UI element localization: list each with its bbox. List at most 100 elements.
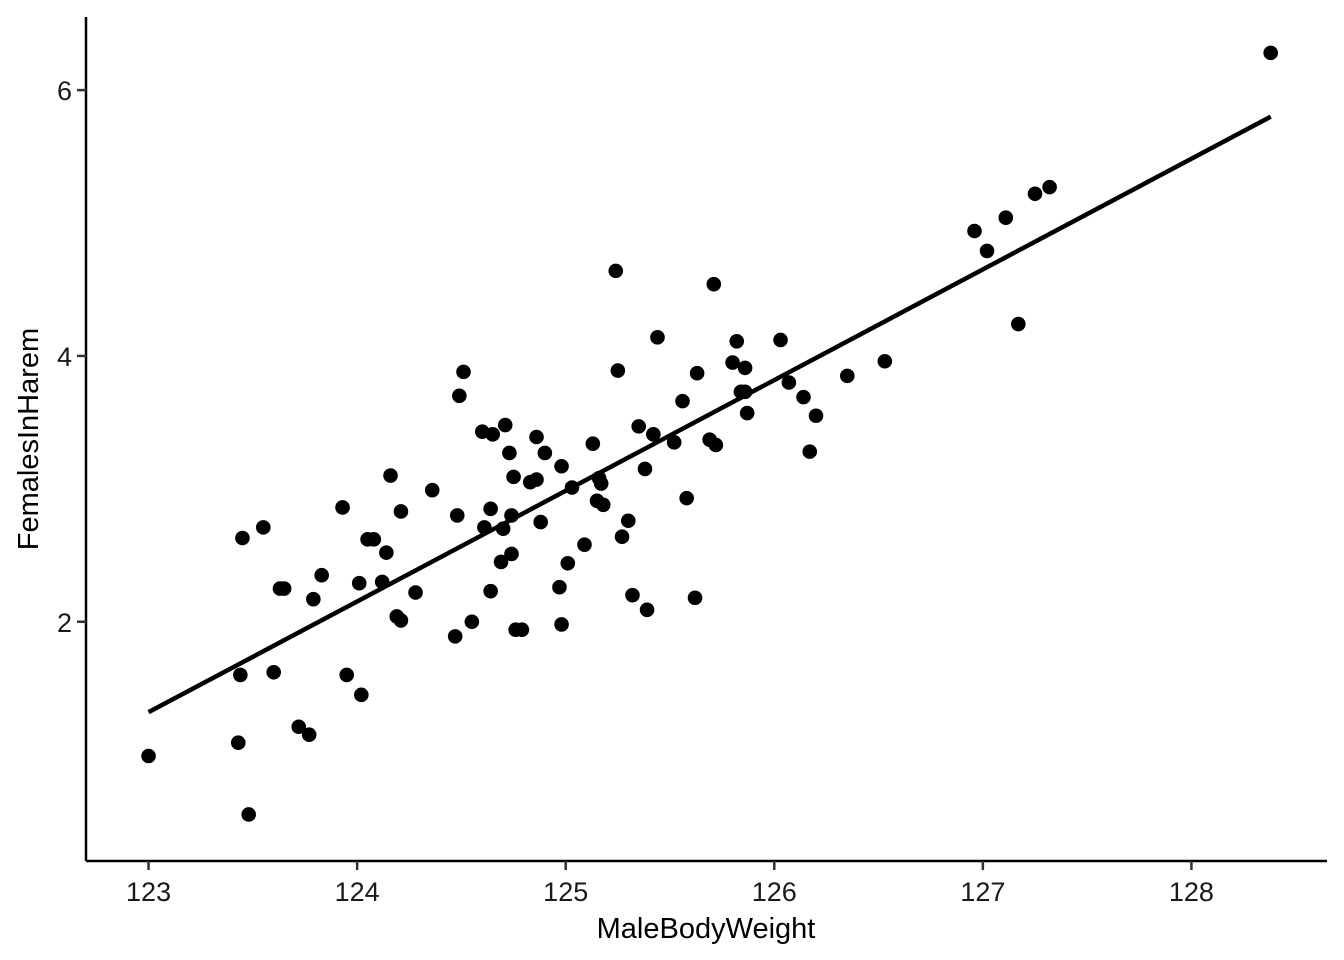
data-point [506, 469, 521, 485]
data-point [483, 583, 498, 599]
data-point [477, 520, 492, 535]
data-point [514, 622, 530, 638]
data-point [585, 436, 601, 451]
data-point [537, 445, 553, 461]
data-point [1263, 45, 1278, 61]
data-point [374, 574, 390, 590]
data-point [620, 513, 636, 529]
data-point [560, 555, 576, 571]
data-point [351, 575, 367, 591]
data-point [314, 567, 329, 583]
data-point [502, 445, 517, 461]
data-point [483, 501, 498, 517]
data-point [291, 719, 307, 735]
data-point [554, 617, 569, 632]
data-point [266, 664, 282, 680]
data-point [666, 435, 682, 450]
data-point [1011, 316, 1026, 332]
data-point [493, 554, 509, 570]
data-point [495, 521, 511, 537]
y-tick-label: 4 [57, 342, 72, 372]
data-point [456, 364, 471, 380]
data-point [408, 585, 423, 600]
x-axis-title: MaleBodyWeight [597, 913, 816, 945]
data-point [497, 417, 513, 433]
data-point [452, 388, 467, 404]
data-point [504, 546, 519, 562]
x-tick-label: 126 [752, 877, 797, 907]
data-point [631, 419, 647, 434]
data-point [610, 363, 626, 378]
x-tick-label: 123 [126, 877, 171, 907]
data-point [595, 497, 611, 513]
data-point [529, 429, 544, 445]
data-point [650, 330, 665, 345]
data-point [306, 591, 321, 607]
data-point [608, 263, 624, 279]
data-point [235, 530, 250, 546]
data-point [1027, 186, 1043, 202]
data-point [301, 727, 317, 743]
data-point [739, 405, 755, 421]
data-point [773, 332, 788, 348]
data-point [1042, 179, 1057, 195]
data-point [393, 613, 409, 628]
data-point [687, 590, 703, 606]
data-point [689, 365, 705, 381]
data-point [255, 520, 271, 535]
data-point [552, 579, 567, 595]
data-point [335, 500, 350, 515]
data-point [967, 223, 982, 239]
data-point [447, 629, 463, 644]
data-point [729, 334, 745, 349]
x-tick-label: 125 [543, 877, 588, 907]
points-layer [141, 45, 1278, 822]
data-point [708, 437, 724, 453]
data-point [808, 408, 824, 424]
x-tick-label: 124 [335, 877, 380, 907]
data-point [529, 472, 544, 487]
y-tick-label: 6 [57, 76, 72, 106]
data-point [802, 444, 818, 459]
data-point [233, 667, 248, 683]
data-point [998, 210, 1014, 225]
data-point [577, 537, 592, 552]
data-point [781, 375, 797, 390]
data-point [675, 393, 690, 409]
data-point [564, 480, 580, 495]
data-point [737, 360, 753, 376]
data-point [796, 389, 811, 405]
data-point [485, 427, 501, 442]
data-point [706, 276, 722, 292]
data-point [504, 508, 519, 523]
data-point [141, 748, 156, 764]
data-point [737, 384, 753, 400]
data-point [639, 602, 655, 618]
data-point [979, 243, 995, 259]
data-point [533, 514, 548, 530]
y-axis-title: FemalesInHarem [13, 328, 45, 550]
data-point [877, 353, 893, 369]
data-point [383, 468, 398, 483]
data-point [366, 532, 382, 547]
data-point [354, 687, 369, 703]
data-point [241, 807, 256, 822]
data-point [230, 735, 246, 751]
data-point [449, 508, 465, 523]
data-point [593, 476, 609, 491]
data-point [679, 490, 694, 506]
data-point [424, 482, 440, 498]
regression-line [147, 114, 1272, 715]
data-point [339, 667, 355, 683]
data-point [646, 427, 661, 442]
data-point [625, 587, 640, 603]
data-point [554, 458, 569, 474]
y-tick-label: 2 [57, 608, 72, 638]
y-axis-ticks: 2 4 6 [57, 76, 86, 638]
x-tick-label: 128 [1169, 877, 1214, 907]
trend-line-layer [147, 114, 1272, 715]
x-axis-ticks: 123 124 125 126 127 128 [126, 861, 1214, 907]
data-point [637, 461, 653, 477]
data-point [839, 368, 855, 384]
